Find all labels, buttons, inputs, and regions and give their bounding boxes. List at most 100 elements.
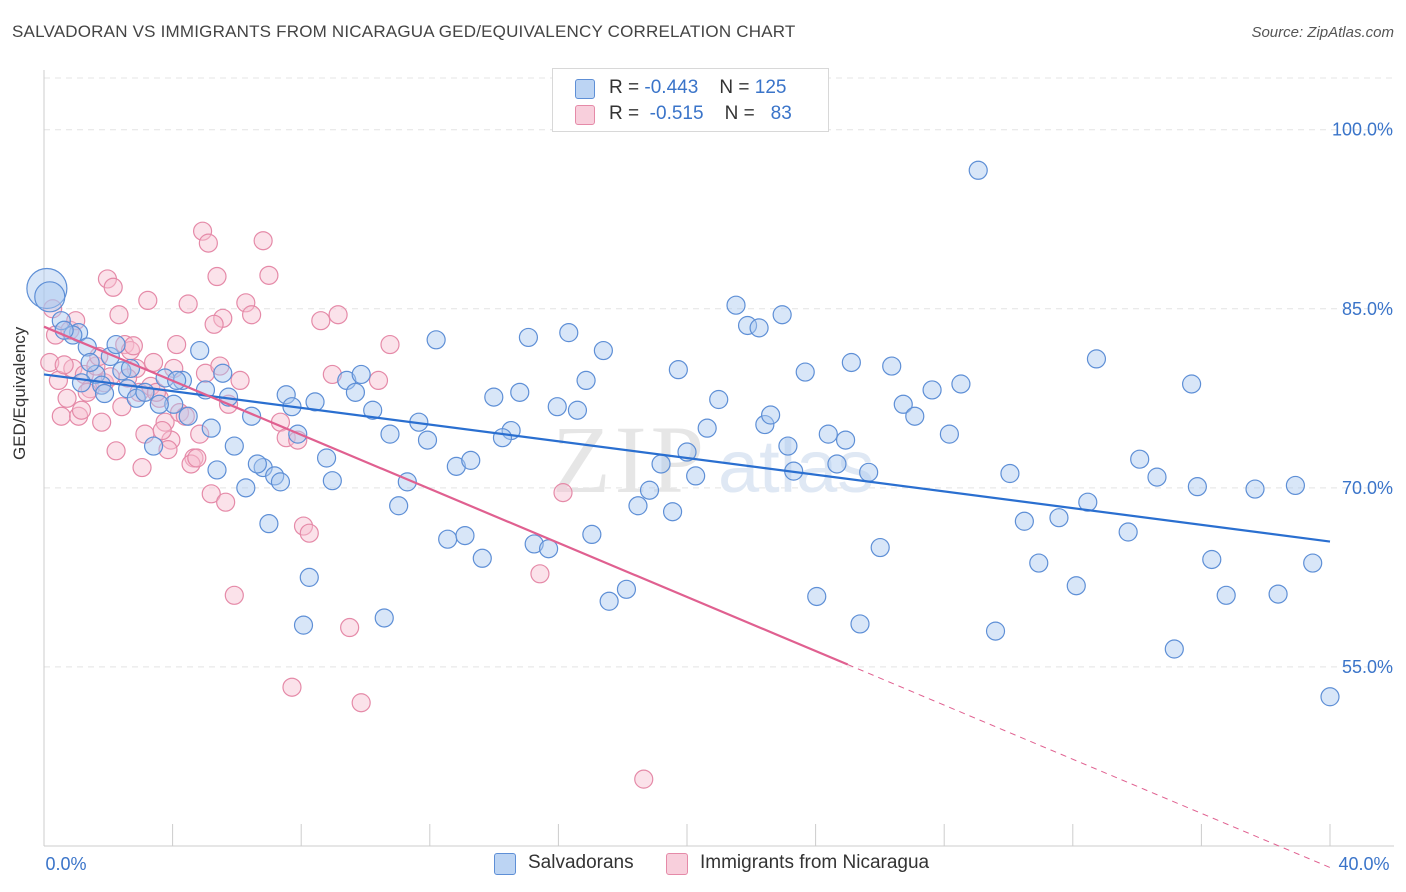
salvadorans-point — [380, 424, 400, 444]
x-tick-label: 0.0% — [45, 854, 86, 874]
nicaragua-point — [242, 305, 262, 325]
salvadorans-point — [417, 430, 438, 450]
y-axis-label: GED/Equivalency — [10, 326, 29, 460]
legend-text-nicaragua: R = -0.515 N = 83 — [609, 103, 792, 125]
bottom-legend-swatch-blue — [494, 853, 516, 875]
nicaragua-point — [40, 352, 60, 373]
salvadorans-point — [1285, 475, 1305, 496]
salvadorans-point — [567, 400, 588, 420]
source-label: Source: ZipAtlas.com — [1251, 24, 1394, 41]
legend-r-label: R = — [609, 103, 640, 124]
x-tick-label: 40.0% — [1338, 854, 1389, 874]
salvadorans-point — [524, 534, 544, 554]
axes — [43, 70, 1394, 847]
nicaragua-point — [340, 617, 360, 638]
salvadorans-point — [726, 295, 746, 315]
y-tick-label: 100.0% — [1332, 120, 1393, 140]
salvadorans-point — [1202, 549, 1222, 570]
salvadorans-point — [559, 323, 579, 343]
salvadorans-point — [316, 448, 337, 468]
salvadorans-point — [818, 424, 838, 444]
nicaragua-point — [230, 370, 250, 390]
salvadorans-point — [807, 586, 827, 607]
salvadorans-point — [1245, 479, 1265, 499]
salvadorans-point — [305, 392, 325, 412]
salvadorans-point — [259, 514, 279, 534]
salvadorans-point — [709, 389, 729, 410]
watermark-zip: ZIP — [552, 406, 708, 513]
nicaragua-point — [282, 677, 302, 697]
legend-r-label: R = — [609, 77, 640, 98]
salvadorans-point — [426, 330, 446, 350]
salvadorans-point — [207, 460, 227, 480]
salvadorans-point — [882, 356, 902, 376]
chart-title: SALVADORAN VS IMMIGRANTS FROM NICARAGUA … — [12, 22, 796, 41]
salvadorans-point — [94, 383, 115, 404]
salvadorans-point — [374, 608, 394, 628]
nicaragua-point — [103, 277, 123, 297]
nicaragua-point — [198, 233, 218, 253]
salvadorans-point — [276, 385, 296, 405]
nicaragua-point — [57, 388, 77, 408]
salvadorans-point — [1268, 584, 1288, 604]
salvadorans-point — [795, 362, 815, 382]
nicaragua-point — [178, 294, 198, 314]
salvadorans-point — [951, 374, 971, 394]
salvadorans-point — [213, 363, 233, 383]
legend-swatch-pink — [575, 105, 595, 125]
salvadorans-point — [599, 591, 619, 611]
nicaragua-point — [109, 305, 129, 325]
legend-r-value: -0.443 — [644, 77, 699, 98]
salvadorans-point — [1000, 463, 1020, 484]
trend-lines — [43, 325, 1331, 868]
series-salvadorans-points — [26, 160, 1340, 707]
nicaragua-point — [224, 585, 244, 605]
y-tick-label: 55.0% — [1342, 657, 1393, 677]
salvadorans-point — [461, 450, 481, 470]
nicaragua-point — [204, 314, 224, 334]
salvadorans-point — [322, 471, 342, 491]
salvadorans-point — [668, 360, 688, 380]
salvadorans-point — [737, 315, 758, 336]
salvadorans-point — [1187, 477, 1207, 497]
salvadorans-point — [236, 478, 256, 498]
salvadorans-point — [351, 364, 371, 385]
salvadorans-point — [86, 364, 106, 385]
salvadorans-point — [939, 424, 959, 444]
nicaragua-point — [253, 231, 273, 251]
salvadorans-point — [492, 428, 513, 448]
bottom-legend-label: Salvadorans — [528, 852, 634, 873]
nicaragua-point — [71, 400, 92, 420]
salvadorans-point — [455, 525, 475, 546]
nicaragua-point — [351, 693, 371, 713]
bottom-legend-swatch-pink — [666, 853, 688, 875]
nicaragua-point — [322, 364, 342, 385]
salvadorans-point — [616, 579, 637, 599]
salvadorans-point — [593, 340, 613, 361]
nicaragua-point — [553, 483, 573, 503]
salvadorans-point — [850, 614, 870, 634]
salvadorans-point — [576, 370, 596, 390]
tick-labels: 55.0% 70.0% 85.0% 100.0% 0.0% 40.0% — [45, 120, 1393, 874]
nicaragua-point — [634, 769, 654, 789]
salvadorans-point — [510, 382, 530, 402]
salvadorans-point — [547, 397, 567, 417]
salvadorans-point — [761, 405, 781, 425]
salvadorans-point — [363, 400, 383, 420]
salvadorans-point — [697, 418, 717, 438]
salvadorans-point — [299, 567, 319, 587]
nicaragua-point — [112, 397, 132, 417]
y-tick-label: 85.0% — [1342, 299, 1393, 319]
salvadorans-point — [270, 472, 291, 492]
salvadorans-point — [651, 454, 671, 474]
nicaragua-point — [187, 448, 207, 468]
salvadorans-point — [859, 462, 879, 482]
nicaragua-point — [54, 355, 74, 375]
grid — [44, 77, 1394, 668]
nicaragua-point — [190, 424, 210, 444]
nicaragua-point — [143, 352, 164, 373]
salvadorans-point — [870, 537, 890, 558]
salvadorans-point — [835, 430, 856, 450]
legend-r-value: -0.515 — [649, 103, 704, 124]
salvadorans-point — [34, 281, 66, 313]
